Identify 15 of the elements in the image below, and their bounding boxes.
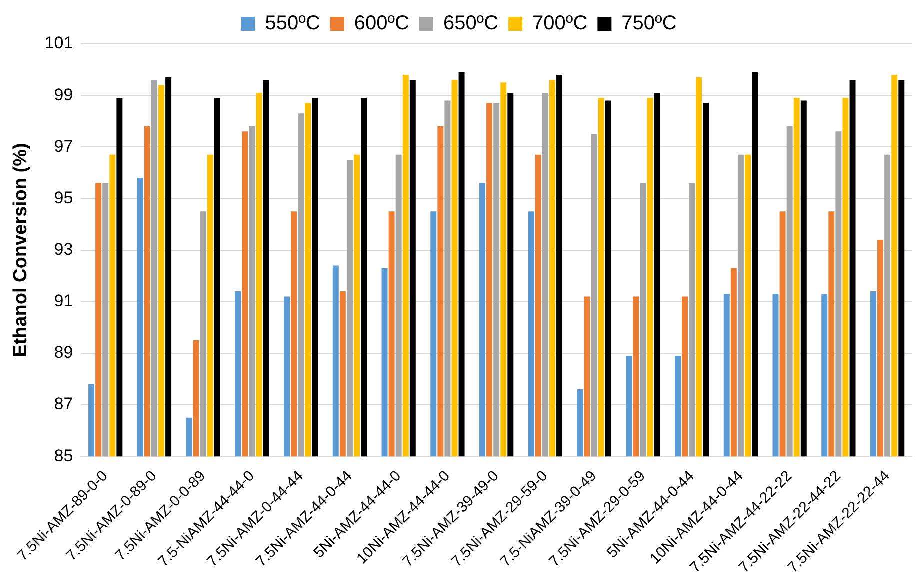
y-tick-label: 87 <box>54 394 74 414</box>
y-tick-label: 95 <box>54 188 74 208</box>
y-tick-label: 91 <box>54 292 74 311</box>
legend-label: 650ºC <box>443 12 499 35</box>
y-tick-label: 89 <box>54 343 74 362</box>
legend-label: 600ºC <box>354 12 410 35</box>
y-tick-label: 99 <box>54 85 74 104</box>
y-tick-label: 85 <box>54 446 74 466</box>
legend-label: 700ºC <box>532 12 588 35</box>
y-axis-title: Ethanol Conversion (%) <box>10 143 32 358</box>
y-tick-label: 93 <box>54 240 74 259</box>
legend-label: 550ºC <box>265 12 320 35</box>
y-tick-label: 97 <box>54 136 74 156</box>
legend-label: 750ºC <box>622 12 677 35</box>
y-tick-label: 101 <box>44 34 74 53</box>
